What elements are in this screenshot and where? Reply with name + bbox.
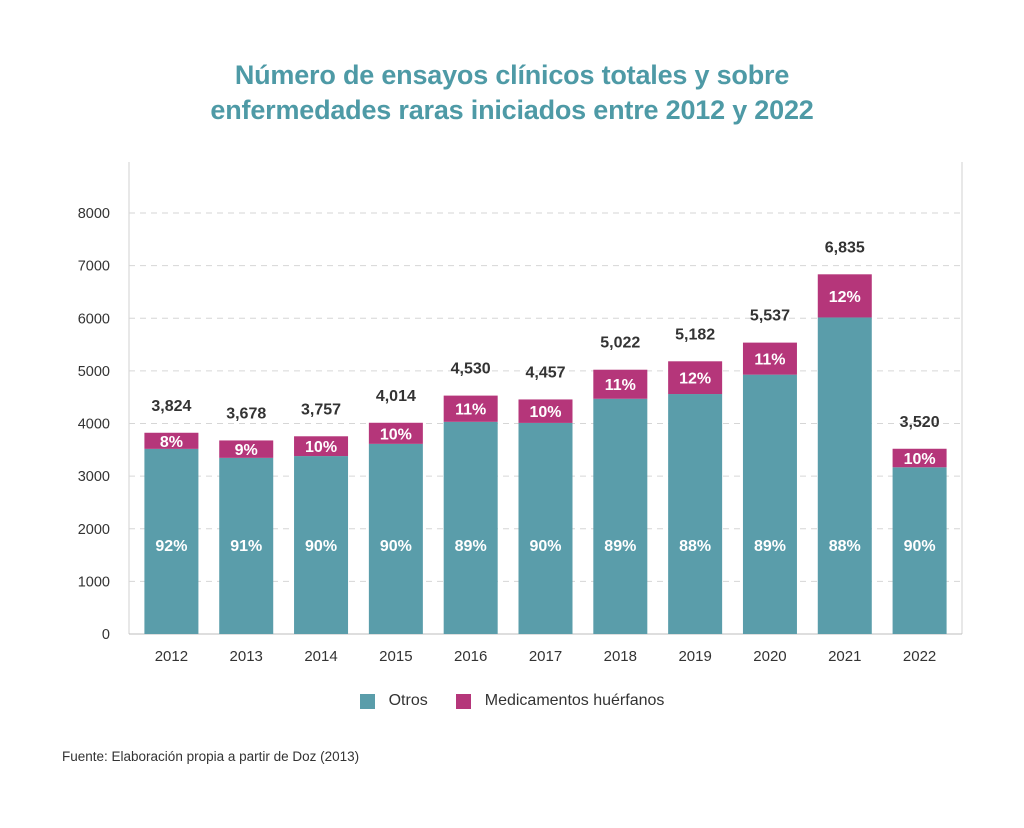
bar-medicamentos-huerfanos-2015 (368, 422, 423, 444)
label-otros-2018: 89% (604, 538, 636, 555)
label-medicamentos-huerfanos-2018: 11% (605, 377, 636, 394)
label-otros-2017: 90% (529, 538, 561, 555)
x-tick-label-2015: 2015 (379, 648, 412, 665)
total-label-2022: 3,520 (900, 414, 940, 431)
y-tick-label-2000: 2000 (78, 522, 110, 538)
label-otros-2022: 90% (904, 538, 936, 555)
y-tick-label-5000: 5000 (78, 364, 110, 380)
bar-medicamentos-huerfanos-2022 (892, 448, 947, 468)
x-tick-label-2017: 2017 (529, 648, 562, 665)
bar-otros-2020 (742, 374, 797, 634)
source-note: Fuente: Elaboración propia a partir de D… (62, 749, 360, 764)
label-medicamentos-huerfanos-2020: 11% (754, 352, 785, 369)
bar-otros-2017 (518, 422, 573, 634)
label-otros-2021: 88% (829, 538, 861, 555)
total-label-2012: 3,824 (151, 398, 191, 415)
bar-otros-2021 (817, 317, 872, 634)
bar-otros-2019 (668, 394, 723, 634)
bar-medicamentos-huerfanos-2019 (668, 361, 723, 395)
label-otros-2013: 91% (230, 538, 262, 555)
total-label-2016: 4,530 (451, 361, 491, 378)
x-tick-label-2019: 2019 (678, 648, 711, 665)
bar-medicamentos-huerfanos-2014 (294, 436, 349, 457)
bar-otros-2015 (368, 443, 423, 634)
bar-medicamentos-huerfanos-2013 (219, 440, 274, 458)
label-otros-2014: 90% (305, 538, 337, 555)
bar-otros-2022 (892, 467, 947, 634)
total-label-2018: 5,022 (600, 335, 640, 352)
bar-otros-2016 (443, 421, 498, 634)
bar-medicamentos-huerfanos-2020 (742, 342, 797, 375)
label-medicamentos-huerfanos-2017: 10% (529, 404, 561, 421)
x-tick-label-2013: 2013 (230, 648, 263, 665)
y-tick-label-1000: 1000 (78, 574, 110, 590)
chart-title-line-1: Número de ensayos clínicos totales y sob… (234, 60, 790, 90)
total-label-2017: 4,457 (525, 364, 565, 381)
x-tick-label-2014: 2014 (304, 648, 337, 665)
total-label-2019: 5,182 (675, 326, 715, 343)
bar-otros-2013 (219, 457, 274, 634)
label-otros-2016: 89% (455, 538, 487, 555)
x-tick-label-2012: 2012 (155, 648, 188, 665)
label-medicamentos-huerfanos-2021: 12% (829, 289, 861, 306)
bar-medicamentos-huerfanos-2018 (593, 369, 648, 399)
label-otros-2020: 89% (754, 538, 786, 555)
bar-medicamentos-huerfanos-2012 (144, 432, 199, 449)
y-tick-label-4000: 4000 (78, 417, 110, 433)
total-label-2014: 3,757 (301, 401, 341, 418)
total-label-2015: 4,014 (376, 388, 416, 405)
x-tick-label-2016: 2016 (454, 648, 487, 665)
bar-medicamentos-huerfanos-2016 (443, 395, 498, 422)
x-tick-label-2020: 2020 (753, 648, 786, 665)
legend-item-otros: Otros (359, 692, 428, 710)
chart-title-line-2: enfermedades raras iniciados entre 2012 … (210, 95, 814, 125)
label-otros-2019: 88% (679, 538, 711, 555)
y-tick-label-7000: 7000 (78, 259, 110, 275)
y-tick-label-8000: 8000 (78, 206, 110, 222)
legend-item-medicamentos-huerfanos: Medicamentos huérfanos (455, 692, 665, 710)
label-medicamentos-huerfanos-2019: 12% (679, 371, 711, 388)
bar-otros-2012 (144, 448, 199, 634)
total-label-2021: 6,835 (825, 239, 865, 256)
x-tick-label-2018: 2018 (604, 648, 637, 665)
y-tick-label-6000: 6000 (78, 311, 110, 327)
label-medicamentos-huerfanos-2016: 11% (455, 402, 486, 419)
total-label-2013: 3,678 (226, 405, 266, 422)
y-tick-label-0: 0 (102, 627, 110, 643)
chart-title: Número de ensayos clínicos totales y sob… (0, 58, 1024, 128)
x-tick-label-2021: 2021 (828, 648, 861, 665)
label-medicamentos-huerfanos-2014: 10% (305, 439, 337, 456)
bar-medicamentos-huerfanos-2021 (817, 274, 872, 318)
label-medicamentos-huerfanos-2022: 10% (904, 451, 936, 468)
legend-swatch-otros (359, 693, 375, 709)
y-tick-label-3000: 3000 (78, 469, 110, 485)
label-medicamentos-huerfanos-2015: 10% (380, 426, 412, 443)
legend-label-otros: Otros (388, 692, 428, 709)
bar-medicamentos-huerfanos-2017 (518, 399, 573, 423)
x-tick-label-2022: 2022 (903, 648, 936, 665)
legend-label-medicamentos-huerfanos: Medicamentos huérfanos (484, 692, 665, 709)
bar-otros-2018 (593, 398, 648, 634)
label-otros-2012: 92% (155, 538, 187, 555)
legend-swatch-medicamentos-huerfanos (455, 693, 471, 709)
bar-otros-2014 (294, 456, 349, 634)
chart-legend: Otros Medicamentos huérfanos (0, 692, 1024, 710)
label-otros-2015: 90% (380, 538, 412, 555)
label-medicamentos-huerfanos-2013: 9% (235, 442, 258, 459)
label-medicamentos-huerfanos-2012: 8% (160, 434, 183, 451)
total-label-2020: 5,537 (750, 308, 790, 325)
